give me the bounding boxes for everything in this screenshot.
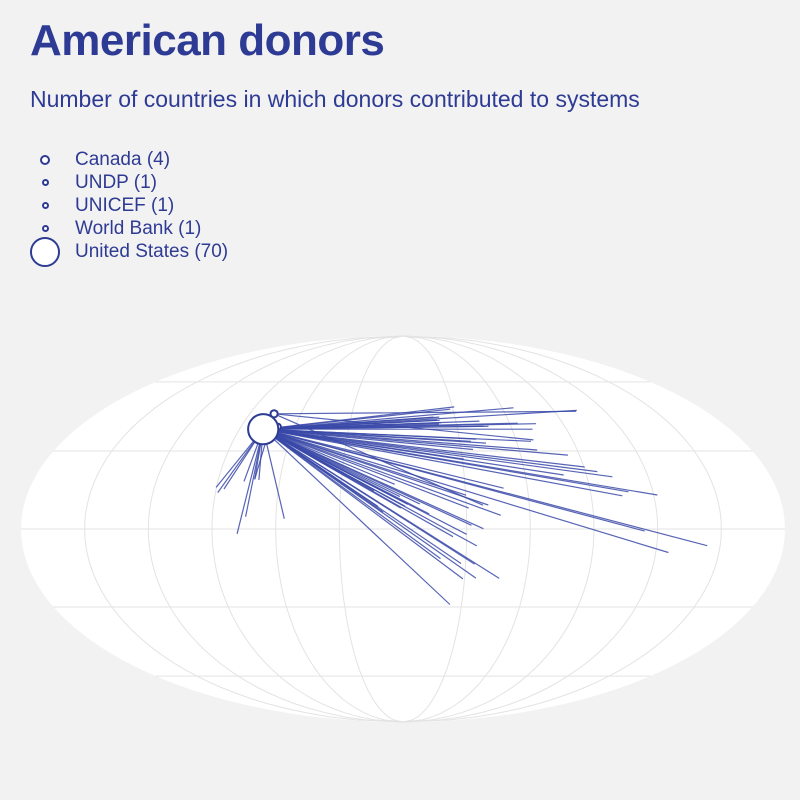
flow-line	[236, 429, 264, 534]
legend-label: UNICEF (1)	[75, 194, 175, 216]
flow-line	[262, 428, 502, 516]
legend-label: Canada (4)	[75, 148, 171, 170]
legend-circle-icon	[41, 225, 49, 232]
flow-line	[262, 428, 484, 530]
flow-line	[273, 413, 484, 506]
flow-line	[274, 413, 534, 441]
legend-item-united-states: United States (70)	[28, 236, 229, 267]
legend-item-unicef: UNICEF (1)	[28, 194, 228, 217]
flow-line	[263, 428, 669, 554]
legend: Canada (4) UNDP (1) UNICEF (1) World Ban…	[28, 148, 229, 267]
legend-circle-icon	[40, 154, 50, 165]
flow-line	[263, 416, 440, 430]
flow-line	[263, 428, 532, 442]
flow-line	[263, 407, 514, 430]
page-title: American donors	[30, 16, 385, 65]
page-subtitle: Number of countries in which donors cont…	[30, 86, 640, 112]
flow-line	[262, 428, 467, 535]
legend-circle-icon	[41, 202, 49, 209]
flow-line	[263, 428, 467, 496]
donor-marker-united-states	[247, 413, 280, 446]
flow-line	[263, 428, 564, 476]
legend-label: World Bank (1)	[75, 217, 202, 239]
flow-line	[262, 428, 395, 485]
flow-line	[263, 428, 613, 478]
flow-line	[262, 428, 451, 605]
legend-circle-icon	[30, 236, 60, 267]
flow-line	[263, 428, 623, 497]
flow-line	[262, 428, 462, 564]
donor-markers	[247, 409, 282, 446]
graticule	[21, 335, 785, 723]
flow-line	[262, 428, 500, 579]
legend-item-undp: UNDP (1)	[28, 171, 228, 194]
flow-line	[274, 410, 577, 415]
flow-line	[262, 428, 477, 579]
legend-item-canada: Canada (4)	[28, 148, 228, 171]
flow-lines	[215, 406, 708, 605]
flow-line	[262, 428, 470, 509]
flow-line	[262, 428, 441, 560]
flow-line	[263, 428, 658, 496]
flow-line	[263, 428, 504, 489]
flow-line	[263, 425, 489, 430]
legend-circle-icon	[41, 179, 49, 186]
legend-label: United States (70)	[75, 240, 229, 262]
flow-line	[262, 428, 478, 547]
legend-label: UNDP (1)	[75, 171, 157, 193]
flow-line	[263, 428, 708, 547]
legend-item-world-bank: World Bank (1)	[28, 217, 228, 240]
flow-line	[263, 428, 568, 456]
